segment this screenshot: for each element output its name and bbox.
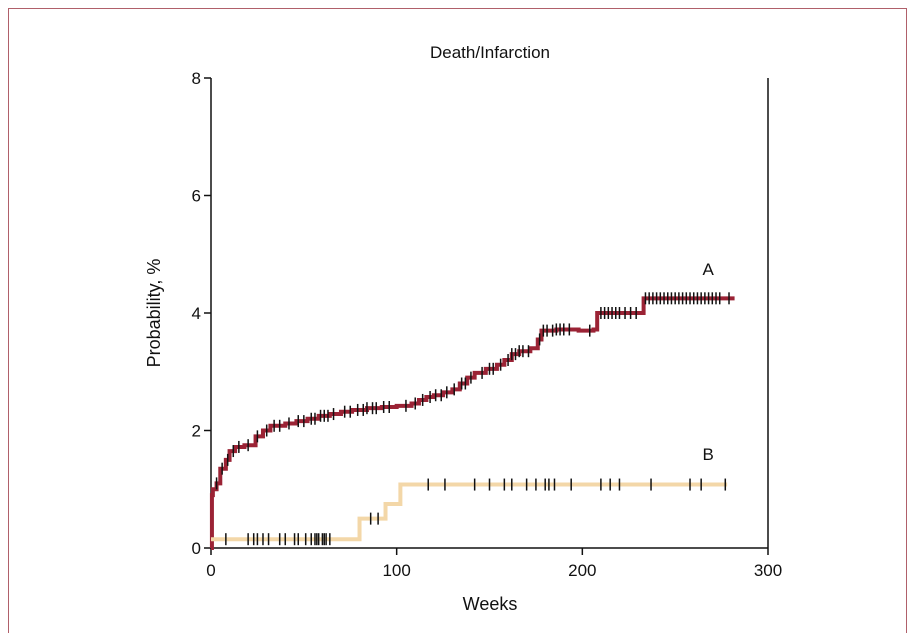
x-tick-label: 200: [568, 561, 596, 580]
series-a-label: A: [702, 260, 714, 279]
chart-title: Death/Infarction: [430, 43, 550, 62]
series-a-line: [209, 296, 735, 550]
y-axis-label: Probability, %: [144, 259, 164, 368]
plot-area: 0 2 4 6 8 0 100 200 300 A B: [192, 69, 783, 580]
x-tick-label: 0: [206, 561, 215, 580]
chart-frame: [8, 8, 907, 633]
y-tick-label: 6: [192, 187, 201, 206]
y-tick-label: 2: [192, 422, 201, 441]
y-tick-label: 0: [192, 539, 201, 558]
y-tick-label: 4: [192, 304, 201, 323]
series-b-label: B: [702, 445, 713, 464]
x-axis-label: Weeks: [463, 594, 518, 614]
x-tick-label: 300: [754, 561, 782, 580]
x-tick-label: 100: [382, 561, 410, 580]
y-tick-label: 8: [192, 69, 201, 88]
series-b-line: [211, 482, 728, 542]
